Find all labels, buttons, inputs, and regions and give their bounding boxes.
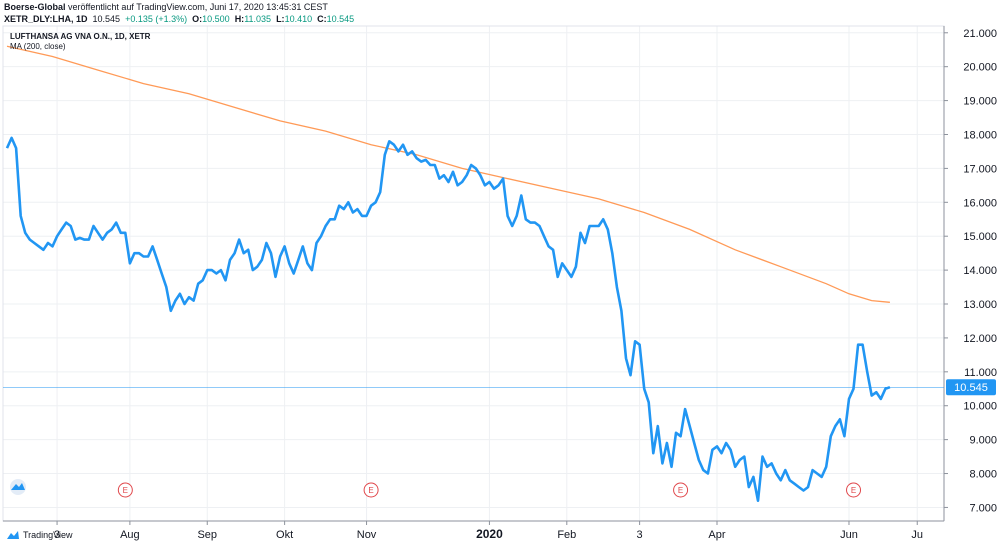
y-tick-label: 15.000 xyxy=(963,231,997,243)
x-tick-label: 2020 xyxy=(476,527,503,541)
y-tick-label: 12.000 xyxy=(963,333,997,345)
y-tick-label: 10.000 xyxy=(963,401,997,413)
x-tick-label: Apr xyxy=(708,529,725,541)
ohlc-info: XETR_DLY:LHA, 1D 10.545 +0.135 (+1.3%) O… xyxy=(4,14,354,24)
auto-scale-icon[interactable] xyxy=(10,479,26,495)
earnings-marker[interactable] xyxy=(673,482,689,498)
x-tick-label: Nov xyxy=(357,529,377,541)
x-tick-label: Feb xyxy=(557,529,576,541)
chart-legend-indicator: MA (200, close) xyxy=(10,42,66,51)
price-tag-text: 10.545 xyxy=(954,382,988,394)
y-tick-label: 11.000 xyxy=(964,367,997,379)
price-axis[interactable]: 21.000 20.000 19.000 18.000 17.000 16.000 15.0… xyxy=(944,28,997,515)
publish-text: veröffentlicht auf TradingView.com, Juni… xyxy=(65,2,328,12)
symbol-label: XETR_DLY:LHA, 1D xyxy=(4,14,88,24)
price-tag-box xyxy=(946,379,996,396)
ma-line xyxy=(6,45,890,303)
y-tick-label: 7.000 xyxy=(969,502,997,514)
high-value: 11.035 xyxy=(244,14,272,24)
time-axis[interactable]: 3 Aug Sep Okt Nov 2020 Feb 3 Apr Jun Ju xyxy=(54,521,923,541)
chart-legend-title: LUFTHANSA AG VNA O.N., 1D, XETR xyxy=(10,32,151,41)
close-label: C: xyxy=(317,14,327,24)
earnings-marker-label: E xyxy=(368,486,373,495)
high-label: H: xyxy=(234,14,245,24)
tradingview-brand[interactable]: TradingView xyxy=(23,530,73,540)
x-tick-label: Aug xyxy=(120,529,140,541)
earnings-marker[interactable] xyxy=(363,482,379,498)
earnings-marker[interactable] xyxy=(117,482,133,498)
tradingview-logo-icon xyxy=(7,531,19,539)
low-value: 10.410 xyxy=(284,14,313,24)
y-tick-label: 21.000 xyxy=(963,28,997,40)
close-value: 10.545 xyxy=(326,14,355,24)
y-tick-label: 17.000 xyxy=(963,163,997,175)
price-line xyxy=(5,136,891,502)
y-tick-label: 14.000 xyxy=(963,265,997,277)
earnings-marker[interactable] xyxy=(846,482,862,498)
y-tick-label: 18.000 xyxy=(963,129,997,141)
chart-grid xyxy=(3,26,944,521)
price-change: +0.135 (+1.3%) xyxy=(125,14,188,24)
y-tick-label: 20.000 xyxy=(963,62,997,74)
y-tick-label: 9.000 xyxy=(969,435,997,447)
publisher-name: Boerse-Global xyxy=(4,2,66,12)
earnings-marker-label: E xyxy=(851,486,856,495)
y-tick-label: 13.000 xyxy=(963,299,997,311)
low-label: L: xyxy=(276,14,285,24)
x-tick-label: Ju xyxy=(911,529,923,541)
footer: TradingView xyxy=(6,530,73,540)
x-tick-label: 3 xyxy=(637,529,643,541)
y-tick-label: 8.000 xyxy=(969,469,997,481)
earnings-marker-label: E xyxy=(123,486,128,495)
price-tag: 10.545 xyxy=(946,379,996,396)
y-tick-label: 16.000 xyxy=(963,197,997,209)
x-tick-label: 3 xyxy=(54,529,60,541)
x-tick-label: Okt xyxy=(276,529,293,541)
publish-info: Boerse-Global veröffentlicht auf Trading… xyxy=(4,2,328,12)
x-tick-label: Sep xyxy=(197,529,217,541)
earnings-marker-label: E xyxy=(678,486,683,495)
y-tick-label: 19.000 xyxy=(963,96,997,108)
x-tick-label: Jun xyxy=(840,529,858,541)
open-label: O: xyxy=(192,14,203,24)
last-price: 10.545 xyxy=(92,14,121,24)
open-value: 10.500 xyxy=(202,14,230,24)
